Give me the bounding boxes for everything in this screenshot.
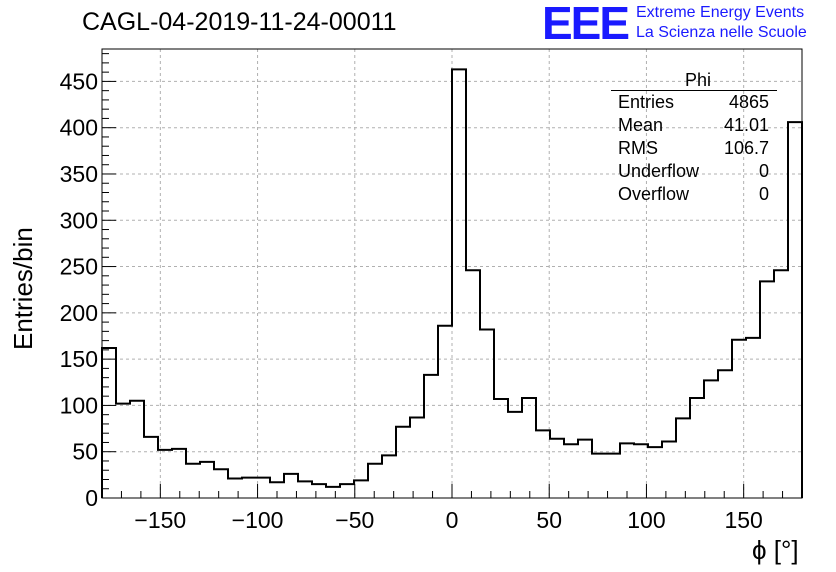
x-tick-label: −50 (335, 507, 374, 533)
stats-label: Overflow (618, 184, 690, 204)
histogram-bin (550, 439, 564, 498)
x-tick-label: −150 (134, 507, 186, 533)
stats-title: Phi (611, 70, 777, 91)
histogram-bin (214, 469, 228, 498)
x-tick-label: 0 (446, 507, 459, 533)
stats-label: Mean (618, 115, 664, 135)
stats-label: Entries (618, 92, 675, 112)
stats-value: 0 (758, 184, 769, 204)
y-tick-label: 250 (60, 254, 98, 280)
stats-row-overflow: Overflow 0 (611, 183, 777, 206)
stats-value: 41.01 (723, 115, 769, 135)
histogram-bin (746, 338, 760, 498)
stats-row-entries: Entries 4865 (611, 91, 777, 114)
histogram-bin (788, 122, 802, 498)
histogram-bin (340, 484, 354, 498)
histogram-bin (732, 340, 746, 498)
y-tick-label: 350 (60, 161, 98, 187)
histogram-bin (410, 417, 424, 498)
histogram-bin (144, 437, 158, 498)
histogram-bin (242, 478, 256, 498)
histogram-bin (452, 69, 466, 498)
histogram-bin (312, 484, 326, 498)
histogram-bin (718, 370, 732, 498)
histogram-bin (424, 375, 438, 498)
histogram-bin (298, 481, 312, 498)
histogram-bin (774, 270, 788, 498)
histogram-bin (228, 479, 242, 498)
histogram-bin (116, 404, 130, 498)
stats-label: RMS (618, 138, 658, 158)
histogram-bin (620, 443, 634, 498)
histogram-bin (634, 444, 648, 498)
histogram-bin (760, 281, 774, 498)
stats-label: Underflow (618, 161, 700, 181)
eee-logo: EEE (542, 0, 630, 49)
histogram-bin (438, 326, 452, 498)
stats-row-rms: RMS 106.7 (611, 137, 777, 160)
y-tick-label: 100 (60, 392, 98, 418)
stats-value: 0 (758, 161, 769, 181)
histogram-bin (578, 440, 592, 498)
histogram-bin (690, 398, 704, 498)
histogram-bin (564, 444, 578, 498)
histogram-bin (186, 464, 200, 498)
chart-title: CAGL-04-2019-11-24-00011 (82, 8, 397, 36)
histogram-bin (466, 270, 480, 498)
y-tick-label: 150 (60, 346, 98, 372)
histogram-bin (130, 401, 144, 498)
histogram-bin (606, 454, 620, 498)
histogram-bin (200, 462, 214, 498)
histogram-line (101, 68, 803, 498)
stats-value: 4865 (728, 92, 769, 112)
logo-line-2: La Scienza nelle Scuole (636, 24, 807, 41)
x-tick-label: −100 (232, 507, 284, 533)
x-tick-label: 100 (627, 507, 665, 533)
stats-row-underflow: Underflow 0 (611, 160, 777, 183)
histogram-bin (256, 478, 270, 498)
y-tick-label: 300 (60, 207, 98, 233)
histogram-bin (592, 454, 606, 498)
histogram-bin (494, 399, 508, 498)
stats-value: 106.7 (723, 138, 769, 158)
x-tick-label: 150 (724, 507, 762, 533)
x-tick-label: 50 (536, 507, 562, 533)
x-axis-label: ϕ [°] (752, 535, 799, 565)
y-tick-label: 0 (85, 485, 98, 511)
histogram-bin (480, 330, 494, 498)
histogram-bin (326, 487, 340, 498)
histogram-bin (508, 412, 522, 498)
histogram-bin (172, 449, 186, 498)
logo-line-1: Extreme Energy Events (636, 4, 805, 21)
histogram-bin (522, 398, 536, 498)
histogram-bin (102, 348, 116, 498)
histogram-bin (704, 380, 718, 498)
y-tick-label: 50 (72, 439, 98, 465)
stats-box: Phi Entries 4865 Mean 41.01 RMS 106.7 Un… (611, 70, 777, 206)
histogram-bin (648, 447, 662, 498)
histogram-bin (676, 418, 690, 498)
histogram-bin (284, 474, 298, 498)
y-tick-label: 400 (60, 115, 98, 141)
histogram-bin (396, 427, 410, 498)
histogram-bin (368, 464, 382, 498)
histogram-bin (354, 480, 368, 498)
histogram-bin (536, 430, 550, 498)
histogram-bin (662, 442, 676, 498)
y-tick-label: 450 (60, 68, 98, 94)
y-tick-label: 200 (60, 300, 98, 326)
stats-row-mean: Mean 41.01 (611, 114, 777, 137)
